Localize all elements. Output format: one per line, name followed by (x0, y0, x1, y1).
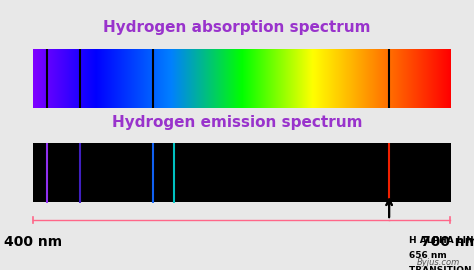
Text: H ALPHA LINE: H ALPHA LINE (409, 236, 474, 245)
Text: Hydrogen emission spectrum: Hydrogen emission spectrum (112, 114, 362, 130)
Text: TRANSITION N=3 to N=2: TRANSITION N=3 to N=2 (409, 266, 474, 270)
Text: 700 nm: 700 nm (421, 235, 474, 249)
Text: Byjus.com: Byjus.com (417, 258, 460, 267)
Text: Hydrogen absorption spectrum: Hydrogen absorption spectrum (103, 20, 371, 35)
Text: 400 nm: 400 nm (4, 235, 62, 249)
Text: 656 nm: 656 nm (409, 251, 447, 260)
